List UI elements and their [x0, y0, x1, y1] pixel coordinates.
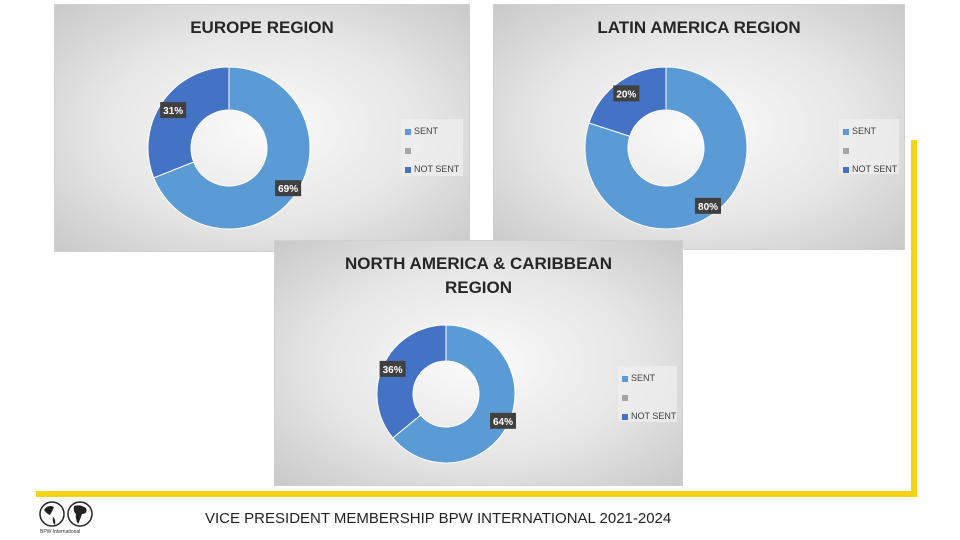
accent-line-horizontal: [36, 491, 917, 497]
slice-sent: [153, 66, 311, 230]
legend-swatch: [622, 394, 628, 401]
legend-item: [405, 141, 459, 160]
legend-label: NOT SENT: [631, 411, 677, 421]
footer-title: VICE PRESIDENT MEMBERSHIP BPW INTERNATIO…: [205, 510, 672, 527]
legend-swatch: [622, 413, 628, 420]
legend-swatch: [405, 166, 411, 173]
slice-not-sent: [376, 324, 447, 439]
data-label: 20%: [613, 85, 640, 102]
legend-item: SENT: [405, 122, 459, 141]
chart-legend: SENT NOT SENT: [839, 119, 899, 174]
donut-chart: 69% 31%: [147, 66, 311, 230]
legend-swatch: [843, 128, 849, 135]
legend-label: NOT SENT: [852, 164, 898, 174]
donut-chart: 64% 36%: [376, 324, 517, 464]
svg-text:20%: 20%: [616, 89, 636, 100]
legend-item: [843, 141, 895, 160]
chart-title: LATIN AMERICA REGION: [597, 18, 801, 37]
chart-north-america: NORTH AMERICA & CARIBBEAN REGION 64% 36% S…: [274, 240, 683, 486]
data-label: 64%: [490, 412, 517, 429]
bpw-logo: [39, 501, 93, 527]
data-label: 69%: [275, 180, 302, 197]
svg-text:64%: 64%: [493, 417, 513, 428]
logo-text: BPW International: [40, 529, 81, 535]
legend-label: SENT: [414, 126, 439, 136]
legend-item: NOT SENT: [843, 160, 898, 179]
legend-swatch: [843, 166, 849, 173]
legend-label: SENT: [631, 373, 656, 383]
svg-text:36%: 36%: [383, 365, 403, 376]
legend-item: SENT: [622, 369, 673, 388]
data-label: 36%: [379, 360, 406, 377]
legend-item: NOT SENT: [405, 160, 459, 179]
accent-line-vertical: [911, 140, 917, 497]
legend-swatch: [405, 128, 411, 135]
legend-label: SENT: [852, 126, 877, 136]
legend-label: NOT SENT: [414, 164, 460, 174]
legend-item: SENT: [843, 122, 895, 141]
chart-title: NORTH AMERICA & CARIBBEAN REGION: [345, 254, 612, 297]
donut-chart: 80% 20%: [584, 66, 748, 230]
chart-europe: EUROPE REGION 69% 31% SENT NOT SENT: [54, 4, 470, 252]
slice-sent: [584, 66, 748, 230]
data-label: 80%: [695, 197, 722, 214]
legend-item: [622, 388, 673, 407]
chart-legend: SENT NOT SENT: [401, 119, 463, 176]
legend-item: NOT SENT: [622, 407, 677, 426]
legend-swatch: [843, 147, 849, 154]
svg-text:31%: 31%: [163, 106, 183, 117]
chart-latin-america: LATIN AMERICA REGION 80% 20% SENT NOT SENT: [493, 4, 905, 250]
slice-not-sent: [147, 66, 230, 179]
slice-sent: [392, 324, 516, 464]
svg-text:69%: 69%: [278, 184, 298, 195]
slice-not-sent: [588, 66, 667, 137]
legend-swatch: [622, 375, 628, 382]
svg-text:80%: 80%: [698, 202, 718, 213]
data-label: 31%: [160, 102, 187, 119]
chart-title: EUROPE REGION: [190, 18, 334, 37]
legend-swatch: [405, 147, 411, 154]
chart-legend: SENT NOT SENT: [618, 366, 677, 422]
